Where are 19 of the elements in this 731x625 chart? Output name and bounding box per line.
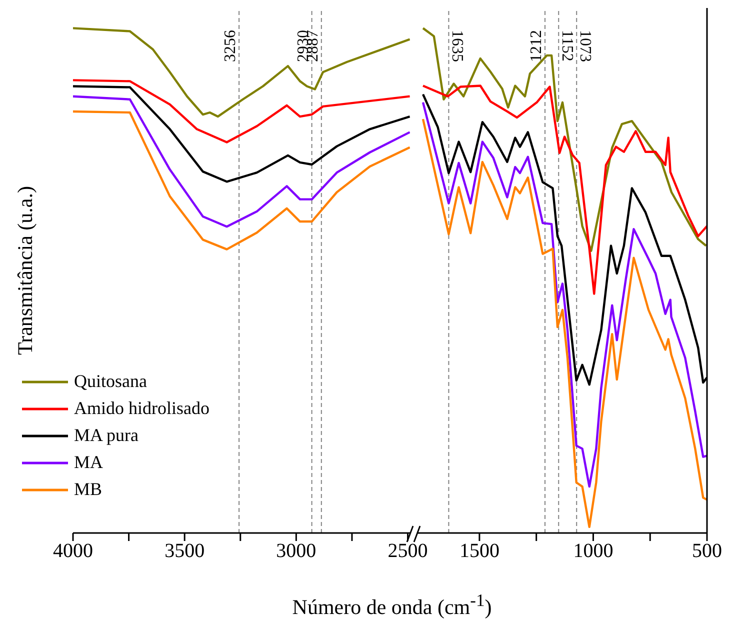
x-tick-label: 3500 (164, 540, 205, 562)
ref-line-label: 1212 (528, 30, 545, 62)
x-tick-label: 3000 (276, 540, 316, 562)
ref-line-label: 1635 (448, 30, 466, 62)
ref-line-label: 1152 (558, 30, 576, 62)
x-tick-label: 500 (692, 540, 722, 562)
x-tick-label: 2500 (388, 540, 428, 562)
legend-label: Amido hidrolisado (74, 397, 210, 420)
x-axis-title: Número de onda (cm$^{-1}$) (291, 590, 493, 620)
x-tick-label: 4000 (53, 540, 93, 562)
legend-label: MA (74, 451, 104, 474)
x-tick-label: 1000 (573, 540, 614, 562)
x-tick-label: 1500 (459, 540, 500, 562)
legend-label: Quitosana (74, 370, 147, 393)
legend-label: MA pura (74, 424, 138, 447)
ref-line-label: 3256 (222, 30, 240, 62)
legend-label: MB (74, 478, 102, 501)
ref-line-label: 1073 (576, 30, 594, 62)
y-axis-title: Transmitância (u.a.) (12, 186, 37, 355)
